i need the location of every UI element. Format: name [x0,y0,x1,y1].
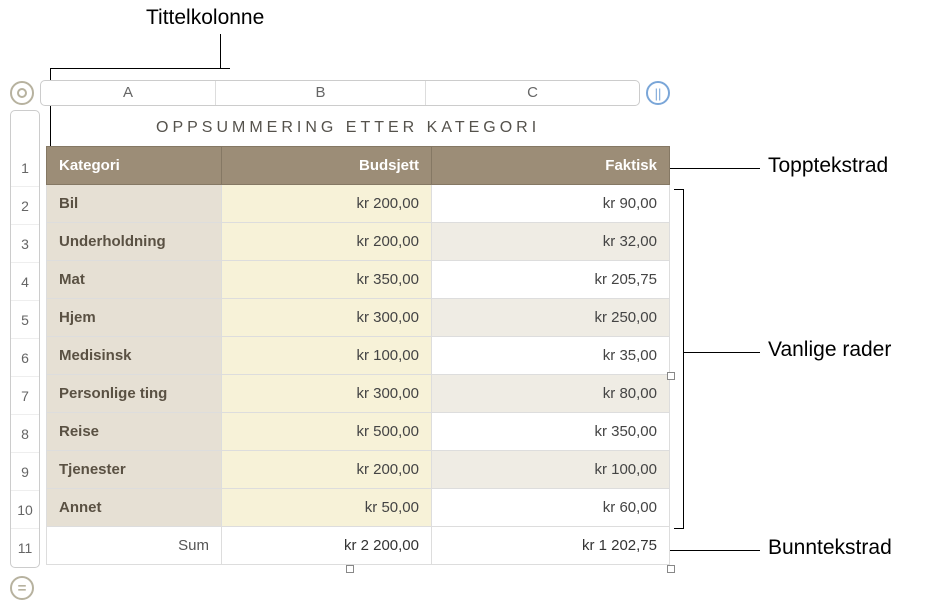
row-header-10[interactable]: 10 [11,491,39,529]
callout-footer-row: Bunntekstrad [768,536,892,560]
category-cell[interactable]: Medisinsk [47,337,222,375]
table-row: Underholdningkr 200,00kr 32,00 [47,223,670,261]
actual-cell[interactable]: kr 60,00 [432,489,670,527]
pause-icon: || [655,86,662,101]
category-cell[interactable]: Underholdning [47,223,222,261]
category-cell[interactable]: Personlige ting [47,375,222,413]
category-cell[interactable]: Mat [47,261,222,299]
callout-line [665,168,760,169]
table-row: Reisekr 500,00kr 350,00 [47,413,670,451]
budget-cell[interactable]: kr 200,00 [222,185,432,223]
header-actual[interactable]: Faktisk [432,147,670,185]
equals-icon: = [18,580,27,597]
callout-body-rows: Vanlige rader [768,338,891,362]
grid-area: 1 2 3 4 5 6 7 8 9 10 11 OPPSUMMERING ETT… [10,110,670,568]
table-row: Tjenesterkr 200,00kr 100,00 [47,451,670,489]
budget-cell[interactable]: kr 500,00 [222,413,432,451]
footer-actual[interactable]: kr 1 202,75 [432,527,670,565]
row-header-11[interactable]: 11 [11,529,39,567]
category-cell[interactable]: Reise [47,413,222,451]
table-row: Annetkr 50,00kr 60,00 [47,489,670,527]
budget-cell[interactable]: kr 350,00 [222,261,432,299]
table-row: Bilkr 200,00kr 90,00 [47,185,670,223]
selection-handle[interactable] [346,565,354,573]
column-header-c[interactable]: C [426,81,639,105]
category-cell[interactable]: Bil [47,185,222,223]
header-category[interactable]: Kategori [47,147,222,185]
category-cell[interactable]: Hjem [47,299,222,337]
header-row: Kategori Budsjett Faktisk [47,147,670,185]
circle-icon [17,88,27,98]
callout-line [684,352,760,353]
row-header-9[interactable]: 9 [11,453,39,491]
actual-cell[interactable]: kr 100,00 [432,451,670,489]
column-header-bar: A B C || [10,80,670,106]
actual-cell[interactable]: kr 250,00 [432,299,670,337]
row-header-7[interactable]: 7 [11,377,39,415]
budget-cell[interactable]: kr 300,00 [222,299,432,337]
table-row: Hjemkr 300,00kr 250,00 [47,299,670,337]
actual-cell[interactable]: kr 35,00 [432,337,670,375]
actual-cell[interactable]: kr 80,00 [432,375,670,413]
actual-cell[interactable]: kr 90,00 [432,185,670,223]
budget-cell[interactable]: kr 300,00 [222,375,432,413]
category-cell[interactable]: Tjenester [47,451,222,489]
actual-cell[interactable]: kr 350,00 [432,413,670,451]
header-budget[interactable]: Budsjett [222,147,432,185]
budget-cell[interactable]: kr 100,00 [222,337,432,375]
callout-line [220,34,221,68]
actual-cell[interactable]: kr 32,00 [432,223,670,261]
spreadsheet-table-region: A B C || 1 2 3 4 5 6 7 8 9 10 11 OPPSUMM… [10,80,670,568]
table-row: Matkr 350,00kr 205,75 [47,261,670,299]
footer-row: Sum kr 2 200,00 kr 1 202,75 [47,527,670,565]
actual-cell[interactable]: kr 205,75 [432,261,670,299]
row-header-3[interactable]: 3 [11,225,39,263]
column-header-a[interactable]: A [41,81,216,105]
selection-handle[interactable] [667,372,675,380]
category-cell[interactable]: Annet [47,489,222,527]
row-header-8[interactable]: 8 [11,415,39,453]
add-row-handle[interactable]: = [10,576,34,600]
bracket-body-rows [674,189,684,529]
table-row: Medisinskkr 100,00kr 35,00 [47,337,670,375]
select-all-handle[interactable] [10,81,34,105]
data-table: Kategori Budsjett Faktisk Bilkr 200,00kr… [46,146,670,565]
budget-cell[interactable]: kr 200,00 [222,223,432,261]
column-letters-track: A B C [40,80,640,106]
table-row: Personlige tingkr 300,00kr 80,00 [47,375,670,413]
budget-cell[interactable]: kr 50,00 [222,489,432,527]
row-header-4[interactable]: 4 [11,263,39,301]
table-core: OPPSUMMERING ETTER KATEGORI Kategori Bud… [46,110,670,568]
row-header-6[interactable]: 6 [11,339,39,377]
row-header-1[interactable]: 1 [11,149,39,187]
add-column-handle[interactable]: || [646,81,670,105]
row-header-5[interactable]: 5 [11,301,39,339]
callout-title-column: Tittelkolonne [146,6,264,30]
row-numbers-track: 1 2 3 4 5 6 7 8 9 10 11 [10,110,40,568]
column-header-b[interactable]: B [216,81,426,105]
selection-handle[interactable] [667,565,675,573]
table-title[interactable]: OPPSUMMERING ETTER KATEGORI [46,110,670,146]
budget-cell[interactable]: kr 200,00 [222,451,432,489]
footer-label[interactable]: Sum [47,527,222,565]
row-header-spacer [11,111,39,149]
row-header-2[interactable]: 2 [11,187,39,225]
callout-header-row: Topptekstrad [768,154,888,178]
callout-line [665,550,760,551]
footer-budget[interactable]: kr 2 200,00 [222,527,432,565]
